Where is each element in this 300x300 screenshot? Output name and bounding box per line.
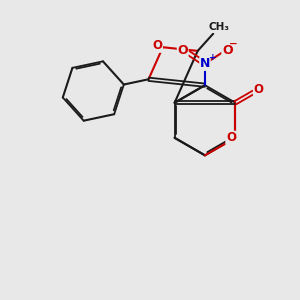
Text: −: − <box>229 39 238 49</box>
Text: O: O <box>177 44 188 57</box>
Text: +: + <box>208 53 216 62</box>
Text: O: O <box>222 44 232 57</box>
Text: O: O <box>152 39 163 52</box>
Text: O: O <box>254 83 263 96</box>
Text: CH₃: CH₃ <box>208 22 229 32</box>
Text: O: O <box>226 131 236 144</box>
Text: N: N <box>200 57 210 70</box>
